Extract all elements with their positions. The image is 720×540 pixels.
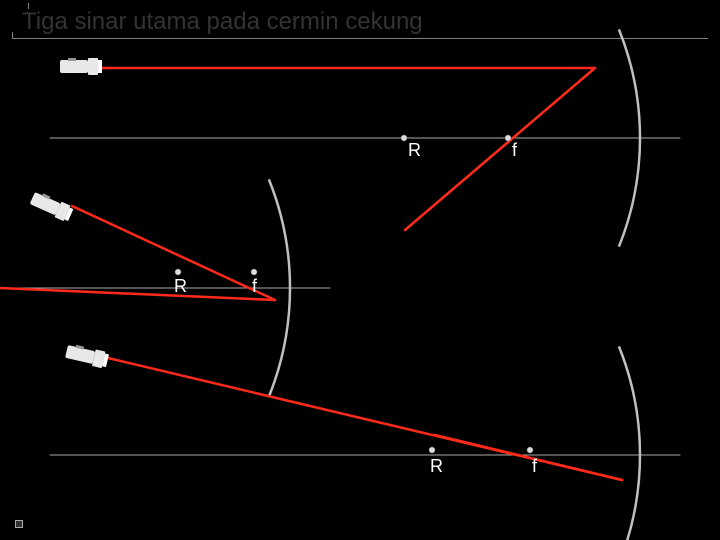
ray-diagrams-svg: RfRfRf [0, 0, 720, 540]
svg-text:R: R [430, 456, 443, 476]
svg-text:R: R [408, 140, 421, 160]
svg-text:R: R [174, 276, 187, 296]
footer-bullet [15, 520, 23, 528]
svg-text:f: f [512, 140, 518, 160]
